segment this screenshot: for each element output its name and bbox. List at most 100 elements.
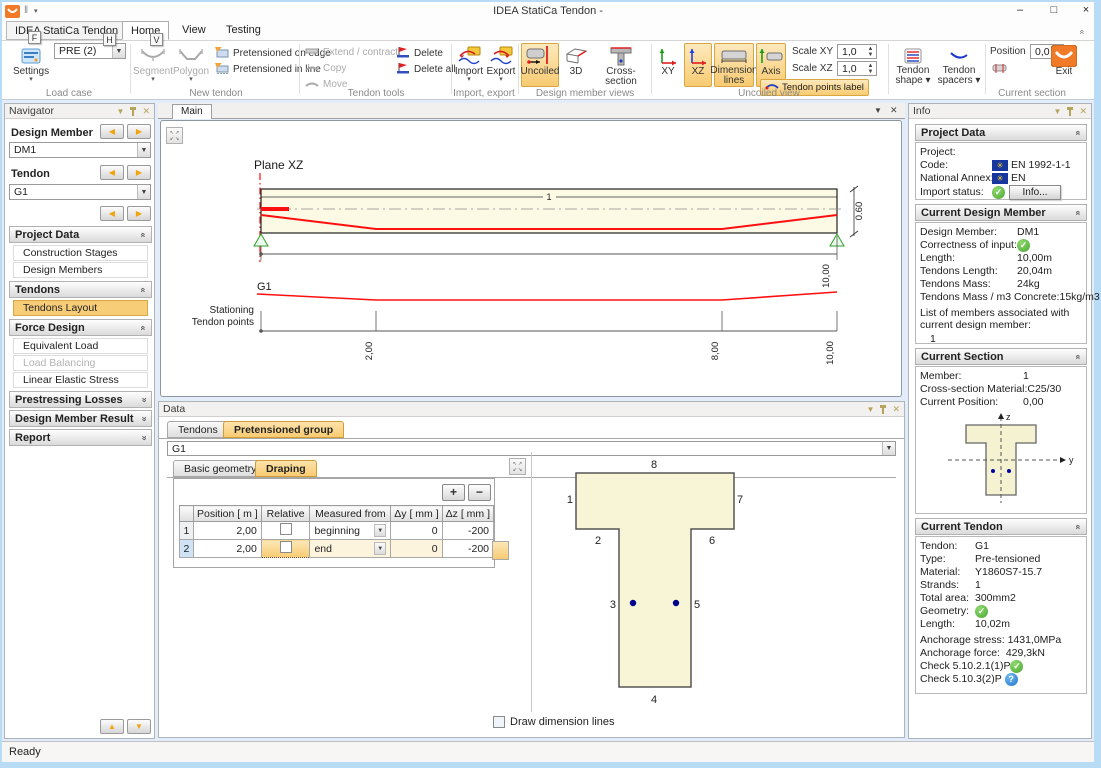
xz-view-button[interactable]: XZ	[684, 43, 712, 87]
fit-view-icon[interactable]: ↖ ↗ ↙ ↘	[166, 127, 183, 144]
segment-button[interactable]: Segment ▾	[133, 43, 173, 87]
export-button[interactable]: Export ▾	[486, 43, 516, 87]
drawing-canvas[interactable]: ↖ ↗ ↙ ↘ Plane XZ 1 0.60	[160, 120, 902, 397]
draw-dimension-lines-checkbox[interactable]	[493, 716, 505, 728]
3d-button[interactable]: 3D	[561, 43, 591, 87]
tab-view[interactable]: View	[182, 24, 206, 36]
design-member-next-button[interactable]: ▶	[127, 124, 151, 139]
relative-checkbox[interactable]	[279, 523, 292, 535]
dropdown-icon[interactable]: ▼	[374, 524, 387, 537]
nav-section-tendons[interactable]: Tendons «	[9, 281, 152, 298]
tendon-next2-button[interactable]: ▶	[127, 206, 151, 221]
tab-tendons[interactable]: Tendons	[167, 421, 229, 438]
move-icon	[305, 78, 319, 91]
xy-view-button[interactable]: XY	[654, 43, 682, 87]
nav-item-construction-stages[interactable]: Construction Stages	[13, 245, 148, 261]
exit-button[interactable]: Exit	[1048, 43, 1080, 87]
minimize-button[interactable]: –	[1016, 4, 1024, 16]
polygon-button[interactable]: Polygon ▾	[173, 43, 209, 87]
tendon-profile-line[interactable]	[260, 214, 838, 230]
pin-icon[interactable]	[879, 404, 887, 414]
status-text: Ready	[9, 746, 41, 758]
section-drawing-area[interactable]: 8 1 7 2 6 3 5 4	[531, 452, 897, 712]
nav-item-linear-elastic-stress[interactable]: Linear Elastic Stress	[13, 372, 148, 388]
tab-testing[interactable]: Testing	[226, 24, 261, 36]
qat-menu-icon[interactable]: ▾	[34, 8, 38, 15]
tendon-next-button[interactable]: ▶	[127, 165, 151, 180]
tab-draping[interactable]: Draping	[255, 460, 317, 477]
info-section-current-tendon[interactable]: Current Tendon «	[915, 518, 1087, 535]
panel-menu-icon[interactable]: ▼	[116, 106, 125, 116]
tendon-shape-button[interactable]: Tendon shape ▾	[892, 43, 934, 87]
pretensioned-in-line-button[interactable]: Pretensioned in line	[214, 62, 321, 77]
tendon-prev2-button[interactable]: ◀	[100, 206, 124, 221]
move-button[interactable]: Move	[305, 78, 347, 91]
nav-item-design-members[interactable]: Design Members	[13, 262, 148, 278]
add-row-button[interactable]: +	[442, 484, 465, 501]
collapse-ribbon-icon[interactable]: «	[1077, 29, 1088, 35]
nav-section-project-data[interactable]: Project Data «	[9, 226, 152, 243]
nav-section-report[interactable]: Report «	[9, 429, 152, 446]
nav-up-button[interactable]: ▲	[100, 719, 124, 734]
delete-icon	[396, 46, 410, 61]
spinner-arrows-icon[interactable]: ▲▼	[867, 45, 874, 58]
tendon-combo[interactable]: G1 ▼	[9, 184, 151, 200]
pretensioned-on-edge-button[interactable]: Pretensioned on edge	[214, 46, 331, 61]
remove-row-button[interactable]: −	[468, 484, 491, 501]
tab-basic-geometry[interactable]: Basic geometry	[173, 460, 268, 477]
import-button[interactable]: Import ▾	[454, 43, 484, 87]
tendon-layout-line[interactable]	[256, 291, 838, 301]
nav-down-button[interactable]: ▼	[127, 719, 151, 734]
nav-item-tendons-layout[interactable]: Tendons Layout	[13, 300, 148, 316]
tab-main[interactable]: Main	[172, 104, 212, 119]
dock-menu-icon[interactable]: ▼	[874, 106, 882, 115]
cross-section-view-button[interactable]: Cross-section	[593, 43, 649, 87]
point-3-label: 3	[610, 599, 616, 611]
fit-section-icon[interactable]: ↖ ↗ ↙ ↘	[509, 458, 526, 475]
settings-button[interactable]: Settings ▾	[12, 43, 50, 87]
pin-icon[interactable]	[129, 106, 137, 116]
nav-item-load-balancing[interactable]: Load Balancing	[13, 355, 148, 371]
extend-contract-button[interactable]: Extend / contract	[305, 46, 398, 59]
uncoiled-button[interactable]: Uncoiled	[521, 43, 559, 87]
info-button[interactable]: Info...	[1009, 185, 1061, 200]
scale-xy-input[interactable]: 1,0 ▲ ▼	[837, 44, 877, 59]
nav-section-force-design[interactable]: Force Design «	[9, 319, 152, 336]
nav-section-prestressing-losses[interactable]: Prestressing Losses «	[9, 391, 152, 408]
info-section-project-data[interactable]: Project Data «	[915, 124, 1087, 141]
chevron-up-icon: «	[1073, 129, 1084, 136]
delete-button[interactable]: Delete	[396, 46, 443, 61]
copy-button[interactable]: Copy	[305, 62, 346, 75]
draw-dimension-lines-option[interactable]: Draw dimension lines	[493, 716, 615, 728]
spinner-arrows-icon[interactable]: ▲▼	[867, 62, 874, 75]
nav-section-design-member-result[interactable]: Design Member Result «	[9, 410, 152, 427]
panel-menu-icon[interactable]: ▼	[866, 404, 875, 414]
tendon-spacers-button[interactable]: Tendon spacers ▾	[936, 43, 982, 87]
scale-xz-input[interactable]: 1,0 ▲ ▼	[837, 61, 877, 76]
load-case-combo[interactable]: PRE (2) ▼	[54, 43, 126, 59]
panel-close-icon[interactable]: ✕	[142, 105, 150, 116]
measured-from-cell[interactable]: beginning ▼	[309, 521, 392, 540]
close-button[interactable]: ×	[1082, 4, 1090, 16]
tab-pretensioned-group[interactable]: Pretensioned group	[223, 421, 345, 438]
info-section-current-design-member[interactable]: Current Design Member «	[915, 204, 1087, 221]
panel-menu-icon[interactable]: ▼	[1053, 106, 1062, 116]
relative-checkbox[interactable]	[279, 541, 292, 553]
dimension-lines-button[interactable]: Dimension lines	[710, 43, 758, 87]
tendon-prev-button[interactable]: ◀	[100, 165, 124, 180]
panel-close-icon[interactable]: ✕	[1079, 105, 1087, 116]
design-member-combo[interactable]: DM1 ▼	[9, 142, 151, 158]
info-section-current-section[interactable]: Current Section «	[915, 348, 1087, 365]
relative-checkbox-cell[interactable]	[260, 539, 311, 558]
maximize-button[interactable]: □	[1050, 4, 1058, 16]
nav-item-equivalent-load[interactable]: Equivalent Load	[13, 338, 148, 354]
tendon-points-label-button[interactable]: Tendon points label	[760, 79, 869, 96]
panel-close-icon[interactable]: ✕	[892, 403, 900, 414]
design-member-prev-button[interactable]: ◀	[100, 124, 124, 139]
main-close-icon[interactable]: ✕	[890, 105, 898, 115]
pin-icon[interactable]	[1066, 106, 1074, 116]
dropdown-icon[interactable]: ▼	[374, 542, 387, 555]
measured-from-cell[interactable]: end ▼	[309, 539, 392, 558]
delete-all-button[interactable]: Delete all	[396, 62, 456, 77]
relative-checkbox-cell[interactable]	[260, 521, 311, 540]
